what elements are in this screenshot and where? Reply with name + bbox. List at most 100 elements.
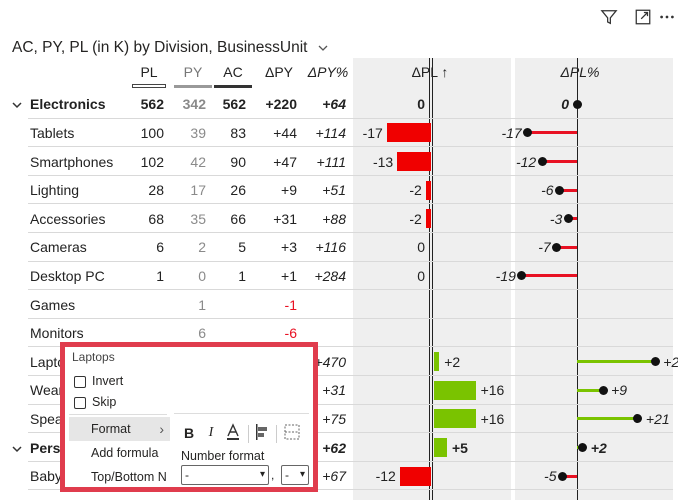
row-divider (28, 203, 673, 205)
borders-icon[interactable] (282, 423, 302, 443)
dpy-cell: +3 (281, 239, 297, 256)
dpy-percent-cell (300, 295, 346, 315)
dpy-percent-cell: +470 (314, 353, 346, 370)
add-formula-menu-item[interactable]: Add formula (69, 441, 170, 465)
dpl-axis (429, 58, 433, 500)
dpl-label: -12 (375, 468, 396, 485)
dplp-label: -7 (538, 239, 551, 256)
dpy-percent-cell: +67 (322, 468, 346, 485)
italic-button[interactable]: I (208, 425, 214, 440)
dpl-bar[interactable] (434, 352, 440, 372)
row-label[interactable]: Cameras (30, 239, 87, 256)
context-menu-main: Laptops Invert Skip Format › Add formula… (65, 347, 170, 487)
dpy-cell: +44 (273, 124, 297, 141)
header-ac[interactable]: AC (223, 64, 243, 80)
dplp-axis (577, 58, 578, 500)
py-cell: 2 (198, 239, 206, 256)
row-label[interactable]: Accessories (30, 210, 106, 227)
dpl-bar[interactable] (434, 438, 447, 457)
ac-legend-bar (214, 85, 252, 88)
font-color-icon[interactable] (223, 423, 243, 443)
dplp-pin-dot[interactable] (572, 99, 582, 109)
dplp-label: -12 (515, 153, 537, 170)
header-dpy-percent[interactable]: ΔPY% (307, 64, 349, 80)
alignment-icon[interactable] (252, 423, 272, 443)
row-divider (28, 146, 673, 148)
more-options-icon[interactable] (656, 6, 678, 28)
visual-title-dropdown[interactable]: AC, PY, PL (in K) by Division, BusinessU… (12, 37, 329, 59)
row-label[interactable]: Lighting (30, 182, 80, 199)
invert-label[interactable]: Invert (92, 374, 124, 388)
dpl-bar[interactable] (386, 123, 431, 143)
row-divider (28, 375, 673, 376)
dplp-pin-dot[interactable] (555, 185, 565, 195)
row-label[interactable]: Smartphones (30, 153, 114, 170)
focus-mode-icon[interactable] (632, 6, 654, 28)
submenu-separator (174, 413, 309, 414)
skip-label[interactable]: Skip (92, 395, 117, 409)
dplp-label: +9 (611, 382, 628, 399)
top-bottom-label: Top/Bottom N (91, 470, 167, 484)
toolbar-divider (248, 425, 249, 443)
header-py[interactable]: PY (183, 64, 203, 80)
py-cell: 39 (190, 124, 206, 141)
dplp-pin-line (559, 188, 577, 192)
format-menu-item[interactable]: Format › (69, 417, 170, 441)
dpl-bar[interactable] (425, 209, 431, 229)
dpl-bar[interactable] (397, 152, 431, 171)
row-label[interactable]: Monitors (30, 325, 84, 342)
dplp-pin-line (527, 131, 577, 135)
dpl-label: -2 (409, 210, 422, 227)
skip-checkbox[interactable] (74, 397, 86, 409)
py-cell: 6 (198, 325, 206, 342)
dplp-pin-dot[interactable] (650, 357, 660, 367)
ac-cell: 26 (230, 182, 246, 199)
dpl-bar[interactable] (425, 180, 431, 200)
expand-collapse-icon[interactable] (11, 98, 23, 110)
row-label[interactable]: Electronics (30, 96, 106, 113)
expand-collapse-icon[interactable] (11, 442, 23, 454)
dpl-bar[interactable] (434, 380, 476, 400)
row-divider (28, 460, 673, 462)
decimals-select[interactable]: - ▾ (281, 465, 309, 485)
header-dpl-percent[interactable]: ΔPL% (560, 64, 600, 80)
py-cell: 1 (198, 296, 206, 313)
row-label[interactable]: Perso (30, 439, 69, 456)
row-label[interactable]: Desktop PC (30, 267, 105, 284)
invert-checkbox[interactable] (74, 376, 86, 388)
header-pl[interactable]: PL (140, 64, 158, 80)
row-label[interactable]: Tablets (30, 124, 75, 141)
dplp-pin-line (577, 388, 604, 392)
row-label[interactable]: Spea (30, 410, 63, 427)
filter-icon[interactable] (598, 6, 620, 28)
dpl-bar[interactable] (399, 466, 431, 486)
dplp-pin-dot[interactable] (523, 128, 533, 138)
row-divider (28, 317, 673, 319)
bold-button[interactable]: B (183, 425, 195, 441)
row-divider (28, 174, 673, 176)
dpl-label: +16 (480, 382, 505, 399)
dpy-percent-cell: +75 (322, 410, 346, 427)
dplp-pin-dot[interactable] (598, 385, 608, 395)
dplp-pin-line (577, 417, 638, 421)
row-label[interactable]: Wear (30, 382, 64, 399)
dpl-bar[interactable] (434, 409, 476, 429)
number-format-select[interactable]: - ▾ (181, 465, 269, 485)
dplp-pin-dot[interactable] (558, 471, 567, 481)
top-bottom-n-menu-item[interactable]: Top/Bottom N (69, 465, 170, 489)
dplp-pin-dot[interactable] (633, 414, 643, 424)
dplp-pin-dot[interactable] (563, 214, 573, 224)
dplp-pin-dot[interactable] (517, 271, 527, 281)
header-dpy[interactable]: ΔPY (264, 64, 294, 80)
dpy-percent-cell (300, 323, 346, 343)
dplp-pin-dot[interactable] (552, 242, 562, 252)
pl-cell: 28 (148, 182, 164, 199)
dpl-label: 0 (417, 267, 425, 284)
row-label[interactable]: Games (30, 296, 76, 313)
dplp-pin-dot[interactable] (537, 157, 547, 166)
format-submenu: B I Number format - ▾ , - ▾ (170, 347, 313, 487)
dplp-pin-dot[interactable] (578, 443, 588, 452)
pl-cell (126, 295, 164, 315)
row-label[interactable]: Lapto (30, 353, 66, 370)
row-label[interactable]: Baby (30, 468, 62, 485)
